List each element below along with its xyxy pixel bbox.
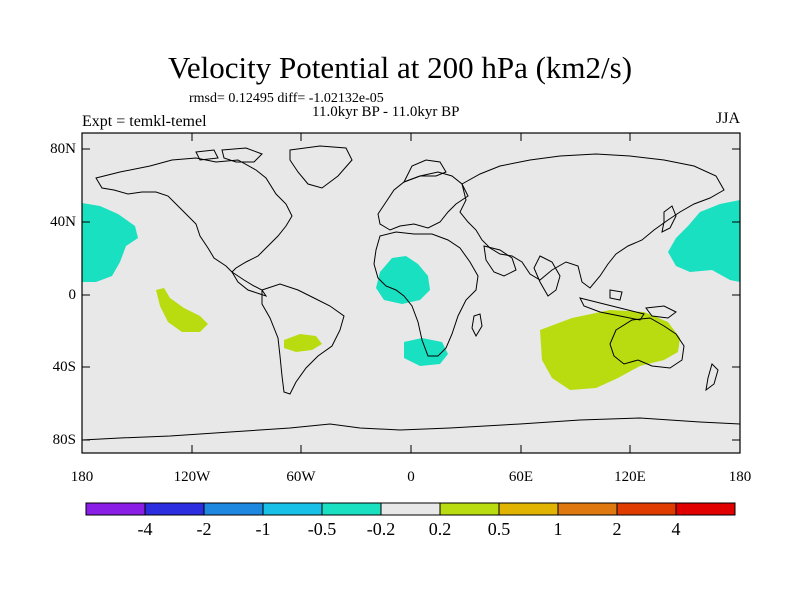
coastlines [81,145,741,441]
colorbar-box-2 [203,502,264,516]
colorbar-label-5: 0.2 [428,519,452,539]
coast-madagascar [471,313,483,338]
coast-africa [373,231,479,357]
colorbar-box-8 [557,502,618,516]
colorbar-label-9: 4 [671,519,681,539]
region-indian-ocean-positive [540,310,680,390]
colorbar-label-3: -0.5 [307,519,337,539]
coast-north-america [95,157,293,273]
colorbar-label-2: -1 [255,519,271,539]
colorbar-label-0: -4 [137,519,153,539]
colorbar-box-3 [262,502,323,516]
y-label-40n: 40N [50,214,76,230]
x-label-60w: 60W [286,469,316,485]
coast-greenland [289,145,353,189]
x-label-60e: 60E [508,469,534,485]
coast-south-america [261,283,345,395]
coast-indonesia [579,289,645,321]
x-label-120w: 120W [173,469,211,485]
x-axis-ticks [81,133,741,453]
y-label-40s: 40S [52,359,76,375]
x-label-180e: 180 [728,469,752,485]
colorbar-box-10 [675,502,736,516]
coast-canada-islands [195,147,263,163]
coast-arabia [483,245,517,277]
colorbar-box-1 [144,502,205,516]
x-label-0: 0 [407,469,415,485]
colorbar-box-9 [616,502,677,516]
stats-line: rmsd= 0.12495 diff= -1.02132e-05 [189,91,384,106]
colorbar-box-0 [85,502,146,516]
plot-title: Velocity Potential at 200 hPa (km2/s) [167,50,633,85]
anomaly-regions [82,200,740,390]
coast-europe [377,171,469,231]
colorbar-box-5 [380,502,441,516]
colorbar-label-1: -2 [196,519,212,539]
colorbar-box-4 [321,502,382,516]
y-label-80n: 80N [50,141,76,157]
region-south-america-positive [284,334,322,352]
coast-australia [609,317,685,369]
period-line: 11.0kyr BP - 11.0kyr BP [312,104,460,120]
region-east-pacific-positive [156,288,208,332]
x-label-120e: 120E [614,469,646,485]
experiment-label: Expt = temkl-temel [82,113,207,130]
coast-scandinavia [402,159,447,183]
region-pacific-west-negative [82,203,138,282]
colorbar-label-6: 0.5 [487,519,511,539]
coast-japan [661,205,677,233]
colorbar-label-7: 1 [553,519,563,539]
x-label-180w: 180 [70,469,94,485]
coast-new-guinea [645,305,677,319]
coast-asia [459,153,725,289]
coast-new-zealand [705,363,719,392]
y-label-0: 0 [68,287,77,303]
y-label-80s: 80S [52,432,76,448]
colorbar [85,502,736,516]
coast-india [533,255,561,297]
colorbar-label-8: 2 [612,519,622,539]
coast-central-america [231,271,268,297]
colorbar-box-6 [439,502,500,516]
region-west-pacific-negative [668,200,740,282]
colorbar-label-4: -0.2 [366,519,396,539]
region-west-africa-negative [376,256,430,304]
coast-antarctica [81,417,741,441]
colorbar-box-7 [498,502,559,516]
season-label: JJA [715,110,740,127]
y-axis-ticks [82,148,740,441]
